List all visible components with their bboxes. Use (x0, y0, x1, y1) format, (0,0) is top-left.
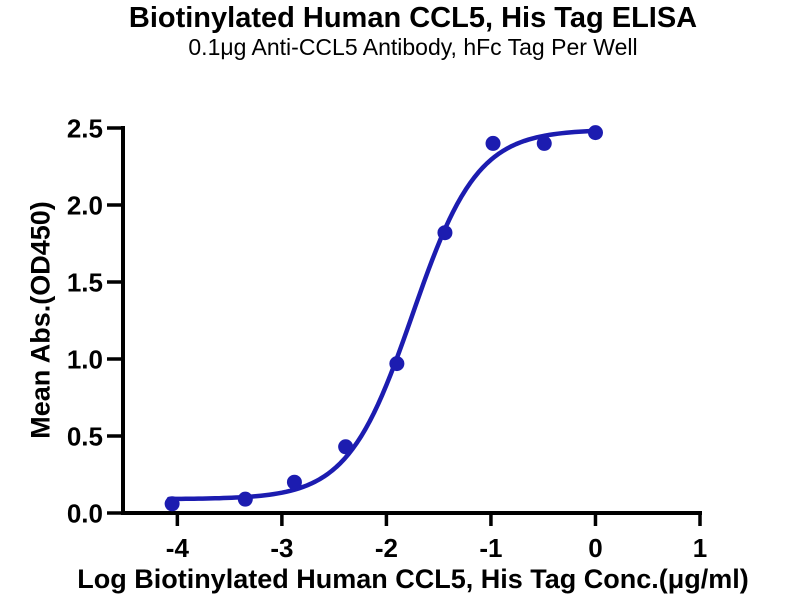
x-tick-label: -1 (479, 533, 502, 563)
data-point (164, 496, 180, 512)
data-point (286, 474, 302, 490)
data-point (237, 491, 253, 507)
data-point (437, 225, 453, 241)
y-axis-label: Mean Abs.(OD450) (25, 201, 56, 439)
data-point (587, 125, 603, 141)
y-tick-label: 0.5 (67, 422, 103, 452)
chart-title: Biotinylated Human CCL5, His Tag ELISA (128, 2, 698, 34)
x-tick-label: 0 (588, 533, 602, 563)
x-tick-label: -3 (270, 533, 293, 563)
chart-subtitle: 0.1μg Anti-CCL5 Antibody, hFc Tag Per We… (188, 34, 638, 60)
x-tick-label: -2 (375, 533, 398, 563)
fit-curve (166, 128, 598, 502)
x-tick-label: 1 (693, 533, 707, 563)
y-tick-label: 1.0 (67, 345, 103, 375)
data-point (389, 356, 405, 372)
y-tick-label: 2.0 (67, 191, 103, 221)
data-point (338, 439, 354, 455)
y-tick-label: 1.5 (67, 268, 103, 298)
x-tick-label: -4 (166, 533, 190, 563)
data-point (485, 135, 501, 151)
x-axis-label: Log Biotinylated Human CCL5, His Tag Con… (77, 564, 749, 594)
y-tick-label: 0.0 (67, 499, 103, 529)
y-tick-label: 2.5 (67, 114, 103, 144)
data-point (536, 135, 552, 151)
